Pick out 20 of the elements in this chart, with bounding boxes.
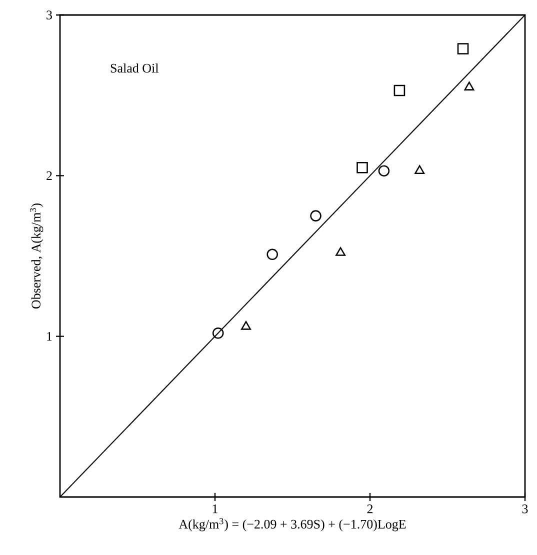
point: [378, 165, 390, 176]
y-tick-label: 2: [46, 171, 52, 180]
y-axis-title: Observed, A(kg/m$^{3}$): [30, 203, 44, 309]
point: [212, 327, 224, 339]
point: [356, 162, 368, 174]
y-tick-label: 3: [46, 10, 52, 20]
point: [241, 321, 251, 330]
x-tick-label: 1: [212, 504, 218, 514]
point: [310, 210, 322, 222]
y-tick-label: 1: [47, 332, 52, 341]
x-tick-label: 3: [522, 504, 528, 514]
x-axis-title: A(kg/m$^{3}$) = (−2.09 + 3.69S) + (−1.70)LogE: [178, 518, 406, 532]
point: [457, 43, 469, 54]
point: [266, 248, 278, 260]
point: [414, 165, 425, 174]
annotation: Salad Oil: [110, 63, 159, 73]
x-tick-label: 2: [367, 504, 373, 514]
point: [336, 247, 346, 256]
point: [464, 82, 474, 90]
point: [394, 84, 406, 96]
